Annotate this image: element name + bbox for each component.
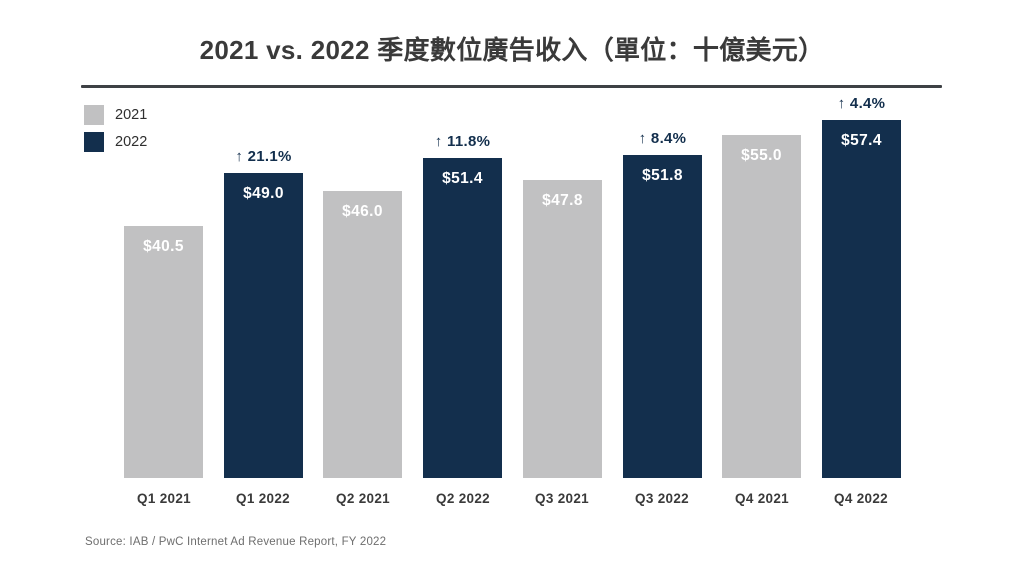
bar-group-q4-2021: $55.0	[722, 104, 801, 478]
source-note: Source: IAB / PwC Internet Ad Revenue Re…	[85, 536, 387, 548]
x-axis-label-q2-2021: Q2 2021	[336, 491, 390, 506]
x-axis-label-q1-2021: Q1 2021	[137, 491, 191, 506]
bar-group-q2-2021: $46.0	[323, 104, 402, 478]
x-axis-label-q3-2021: Q3 2021	[535, 491, 589, 506]
growth-label-q3-2022: ↑ 8.4%	[638, 130, 687, 147]
bar-q3-2022: $51.8	[623, 155, 702, 478]
bar-value-label-q2-2022: $51.4	[442, 170, 483, 187]
legend-item-2021: 2021	[84, 105, 147, 125]
x-axis-label-q1-2022: Q1 2022	[236, 491, 290, 506]
bar-group-q3-2021: $47.8	[523, 104, 602, 478]
chart-legend: 2021 2022	[84, 105, 147, 159]
bar-value-label-q3-2022: $51.8	[642, 167, 683, 184]
legend-swatch-2021	[84, 105, 104, 125]
x-axis-label-q2-2022: Q2 2022	[436, 491, 490, 506]
bar-q1-2021: $40.5	[124, 226, 203, 478]
bar-group-q4-2022: $57.4 ↑ 4.4%	[822, 95, 901, 478]
legend-label-2022: 2022	[115, 134, 148, 150]
growth-label-q4-2022: ↑ 4.4%	[837, 95, 886, 112]
bar-value-label-q3-2021: $47.8	[542, 192, 583, 209]
x-axis-label-q3-2022: Q3 2022	[635, 491, 689, 506]
x-axis-label-q4-2021: Q4 2021	[735, 491, 789, 506]
bar-value-label-q4-2022: $57.4	[841, 132, 882, 149]
growth-label-q1-2022: ↑ 21.1%	[235, 148, 292, 165]
bar-value-label-q1-2021: $40.5	[143, 238, 184, 255]
bar-value-label-q2-2021: $46.0	[342, 203, 383, 220]
bar-group-q3-2022: $51.8 ↑ 8.4%	[623, 104, 702, 478]
legend-item-2022: 2022	[84, 132, 147, 152]
title-divider	[81, 85, 942, 88]
legend-label-2021: 2021	[115, 107, 148, 123]
bar-group-q1-2021: $40.5	[124, 104, 203, 478]
bar-value-label-q1-2022: $49.0	[243, 185, 284, 202]
bar-value-label-q4-2021: $55.0	[741, 147, 782, 164]
bar-group-q2-2022: $51.4 ↑ 11.8%	[423, 104, 502, 478]
bar-q4-2021: $55.0	[722, 135, 801, 478]
x-axis-labels: Q1 2021 Q1 2022 Q2 2021 Q2 2022 Q3 2021 Q3 20…	[124, 491, 922, 513]
bar-q2-2021: $46.0	[323, 191, 402, 478]
bar-q3-2021: $47.8	[523, 180, 602, 478]
bar-plot-area: $40.5 $49.0 ↑ 21.1% $46.0 $51.4 ↑ 11.8% $47.8 $…	[124, 95, 922, 478]
bar-q2-2022: $51.4	[423, 158, 502, 478]
growth-label-q2-2022: ↑ 11.8%	[434, 133, 491, 150]
legend-swatch-2022	[84, 132, 104, 152]
bar-q4-2022: $57.4	[822, 120, 901, 478]
bar-group-q1-2022: $49.0 ↑ 21.1%	[224, 104, 303, 478]
chart-title: 2021 vs. 2022 季度數位廣告收入（單位：十億美元）	[199, 35, 825, 65]
x-axis-label-q4-2022: Q4 2022	[834, 491, 888, 506]
bar-q1-2022: $49.0	[224, 173, 303, 478]
